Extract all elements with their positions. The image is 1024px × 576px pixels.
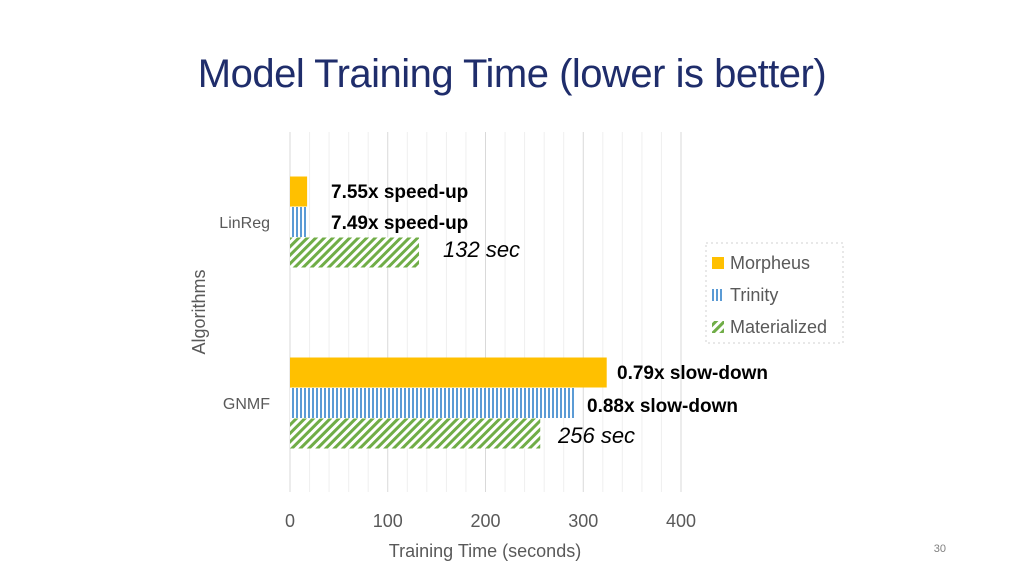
slide-title: Model Training Time (lower is better) [197, 52, 827, 96]
labels: 0 100 200 300 400 Training Time (seconds) Algo… [189, 182, 768, 561]
data-annotation: 7.55x speed-up [331, 182, 468, 203]
x-tick-label: 400 [666, 511, 696, 531]
legend-label: Trinity [730, 285, 778, 305]
legend-swatch-trinity [712, 289, 724, 301]
legend-box [705, 242, 844, 344]
y-axis-title: Algorithms [189, 269, 209, 354]
data-annotation: 256 sec [557, 423, 635, 448]
bar-materialized [290, 237, 420, 268]
bar-materialized [290, 418, 541, 449]
category-label: LinReg [219, 215, 270, 232]
legend-swatch-materialized [712, 321, 724, 333]
legend-label: Materialized [730, 317, 827, 337]
category-label: GNMF [223, 396, 270, 413]
data-annotation: 7.49x speed-up [331, 213, 468, 234]
x-tick-label: 300 [568, 511, 598, 531]
bar-morpheus [290, 176, 308, 207]
legend: Morpheus Trinity Materialized [705, 242, 844, 344]
bar-morpheus [290, 357, 607, 388]
x-tick-label: 100 [373, 511, 403, 531]
page-number: 30 [933, 543, 946, 555]
bar-trinity [290, 388, 575, 418]
data-annotation: 132 sec [443, 237, 520, 262]
data-annotation: 0.79x slow-down [617, 363, 768, 384]
data-annotation: 0.88x slow-down [587, 396, 738, 417]
bars [290, 176, 607, 449]
x-axis-title: Training Time (seconds) [389, 541, 581, 561]
legend-label: Morpheus [730, 253, 810, 273]
legend-swatch-morpheus [712, 257, 724, 269]
x-tick-label: 200 [470, 511, 500, 531]
bar-trinity [290, 207, 308, 237]
x-tick-label: 0 [285, 511, 295, 531]
